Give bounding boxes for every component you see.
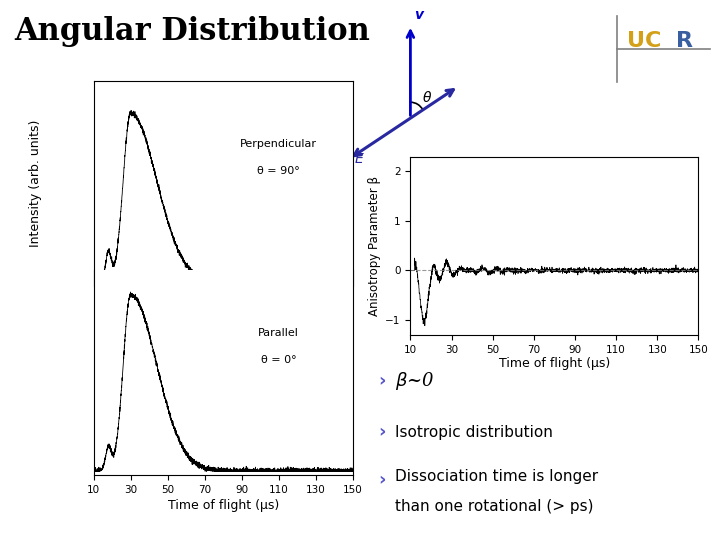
Y-axis label: Anisotropy Parameter β: Anisotropy Parameter β: [368, 176, 381, 316]
Text: Dissociation time is longer: Dissociation time is longer: [395, 469, 598, 484]
Text: Perpendicular: Perpendicular: [240, 139, 318, 149]
Text: UC: UC: [627, 31, 662, 51]
Text: E: E: [354, 152, 363, 166]
Text: $\theta$: $\theta$: [423, 90, 433, 105]
Text: Isotropic distribution: Isotropic distribution: [395, 424, 552, 440]
Text: v: v: [415, 8, 423, 22]
Text: θ = 90°: θ = 90°: [257, 166, 300, 176]
Text: ›: ›: [378, 471, 385, 490]
Text: ›: ›: [378, 372, 385, 390]
Text: than one rotational (> ps): than one rotational (> ps): [395, 499, 593, 514]
X-axis label: Time of flight (μs): Time of flight (μs): [168, 499, 279, 512]
Text: ›: ›: [378, 423, 385, 441]
Text: $\beta$~0: $\beta$~0: [395, 370, 434, 392]
Text: θ = 0°: θ = 0°: [261, 355, 297, 365]
X-axis label: Time of flight (μs): Time of flight (μs): [499, 357, 610, 370]
Text: Angular Distribution: Angular Distribution: [14, 16, 370, 47]
Text: Parallel: Parallel: [258, 328, 300, 338]
Text: Intensity (arb. units): Intensity (arb. units): [30, 120, 42, 247]
Text: R: R: [676, 31, 693, 51]
